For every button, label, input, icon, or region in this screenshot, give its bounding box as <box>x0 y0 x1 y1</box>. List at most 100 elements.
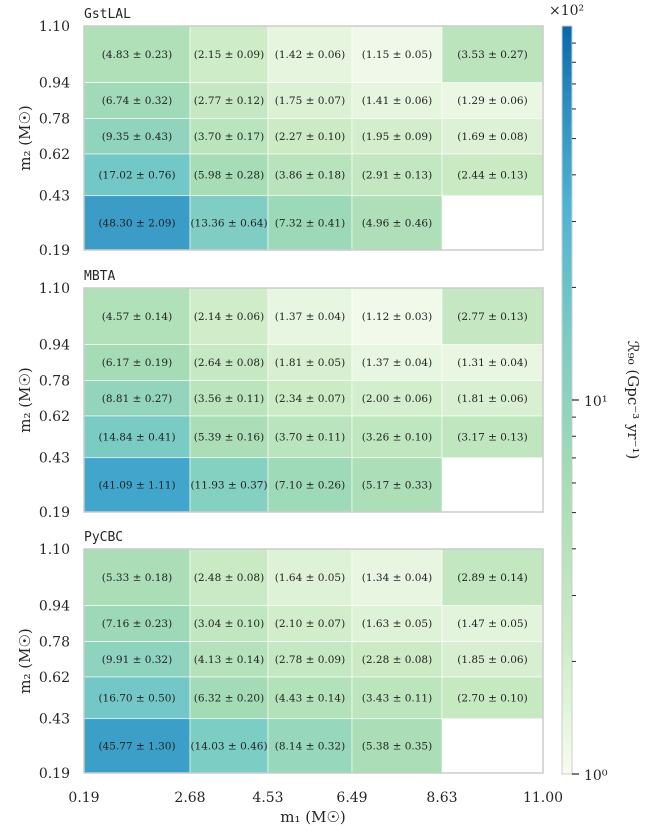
x-tick-label: 2.68 <box>174 790 205 806</box>
heatmap-cell <box>189 118 269 155</box>
y-tick-label: 0.19 <box>39 505 70 521</box>
heatmap-cell <box>351 641 443 678</box>
cell-label: (5.98 ± 0.28) <box>194 169 264 181</box>
cell-label: (7.32 ± 0.41) <box>275 217 345 229</box>
heatmap-cell <box>441 676 544 720</box>
cell-label: (7.10 ± 0.26) <box>275 479 345 491</box>
heatmap-cell <box>189 605 269 642</box>
cell-label: (9.35 ± 0.43) <box>102 131 172 143</box>
cell-label: (3.17 ± 0.13) <box>457 431 527 443</box>
cell-label: (1.12 ± 0.03) <box>362 311 432 323</box>
heatmap-cell <box>189 344 269 381</box>
y-tick-label: 0.62 <box>39 409 70 425</box>
heatmap-cell <box>351 380 443 417</box>
heatmap-cell <box>267 641 353 678</box>
panel-title: MBTA <box>84 269 115 284</box>
y-tick-label: 0.19 <box>39 243 70 259</box>
cell-label: (41.09 ± 1.11) <box>98 479 175 491</box>
cell-label: (1.42 ± 0.06) <box>275 49 345 61</box>
heatmap-cell <box>189 287 269 345</box>
cell-label: (2.70 ± 0.10) <box>457 692 527 704</box>
cell-label: (1.29 ± 0.06) <box>457 95 527 107</box>
heatmap-cell <box>441 153 544 197</box>
heatmap-cell <box>351 287 443 345</box>
heatmap-cell <box>351 676 443 720</box>
colorbar: 10¹ 10⁰ ×10² ℛ₉₀ (Gpc⁻³ yr⁻¹) <box>549 3 642 784</box>
cell-label: (14.84 ± 0.41) <box>98 431 175 443</box>
heatmap-cell <box>267 548 353 606</box>
cell-label: (1.63 ± 0.05) <box>362 618 432 630</box>
cell-label: (2.10 ± 0.07) <box>275 618 345 630</box>
heatmap-cell <box>189 415 269 459</box>
x-tick-label: 6.49 <box>336 790 367 806</box>
y-tick-label: 0.78 <box>39 112 70 128</box>
heatmap-cell <box>267 195 353 251</box>
heatmap-cell <box>189 153 269 197</box>
panels-layer: GstLAL (4.83 ± 0.23) (2.15 ± 0.09) (1.42 ± … <box>16 7 563 806</box>
cell-label: (1.31 ± 0.04) <box>457 357 527 369</box>
y-tick-label: 0.94 <box>39 599 70 615</box>
heatmap-cell <box>351 153 443 197</box>
cell-label: (2.64 ± 0.08) <box>194 357 264 369</box>
cell-label: (1.37 ± 0.04) <box>362 357 432 369</box>
heatmap-cell <box>351 605 443 642</box>
cell-label: (8.14 ± 0.32) <box>275 740 345 752</box>
cell-label: (2.28 ± 0.08) <box>362 654 432 666</box>
cell-label: (1.69 ± 0.08) <box>457 131 527 143</box>
cell-label: (3.43 ± 0.11) <box>362 692 432 704</box>
y-tick-label: 0.94 <box>39 76 70 92</box>
y-tick-label: 0.19 <box>39 766 70 782</box>
cell-label: (5.17 ± 0.33) <box>362 479 432 491</box>
heatmap-cell <box>189 457 269 513</box>
cell-label: (48.30 ± 2.09) <box>98 217 175 229</box>
y-axis-label: m₂ (M☉) <box>16 105 34 171</box>
cell-label: (2.77 ± 0.12) <box>194 95 264 107</box>
x-tick-label: 0.19 <box>68 790 99 806</box>
cell-label: (1.41 ± 0.06) <box>362 95 432 107</box>
cell-label: (1.64 ± 0.05) <box>275 572 345 584</box>
y-tick-label: 1.10 <box>39 281 70 297</box>
x-tick-label: 8.63 <box>426 790 457 806</box>
x-tick-label: 4.53 <box>252 790 283 806</box>
cell-label: (2.27 ± 0.10) <box>275 131 345 143</box>
heatmap-cell <box>189 676 269 720</box>
y-tick-label: 1.10 <box>39 19 70 35</box>
y-axis-label: m₂ (M☉) <box>16 367 34 433</box>
cell-label: (2.34 ± 0.07) <box>275 393 345 405</box>
cell-label: (3.26 ± 0.10) <box>362 431 432 443</box>
cell-label: (3.86 ± 0.18) <box>275 169 345 181</box>
cell-label: (3.56 ± 0.11) <box>194 393 264 405</box>
heatmap-cell <box>351 195 443 251</box>
cell-label: (6.17 ± 0.19) <box>102 357 172 369</box>
y-tick-label: 0.62 <box>39 147 70 163</box>
panel-title: PyCBC <box>84 530 123 545</box>
cell-label: (3.70 ± 0.11) <box>275 431 345 443</box>
cell-label: (2.78 ± 0.09) <box>275 654 345 666</box>
panel-pycbc: PyCBC (5.33 ± 0.18) (2.48 ± 0.08) (1.64 ± 0… <box>16 530 544 782</box>
y-tick-label: 0.62 <box>39 670 70 686</box>
cell-label: (4.83 ± 0.23) <box>102 49 172 61</box>
heatmap-cell <box>83 415 191 459</box>
heatmap-cell <box>83 605 191 642</box>
heatmap-cell <box>441 82 544 119</box>
heatmap-cell <box>267 118 353 155</box>
heatmap-cell <box>351 118 443 155</box>
x-axis-label: m₁ (M☉) <box>280 808 346 826</box>
heatmap-cell <box>351 718 443 774</box>
heatmap-cell <box>267 415 353 459</box>
heatmap-cell <box>441 548 544 606</box>
heatmap-cell <box>189 548 269 606</box>
cell-label: (8.81 ± 0.27) <box>102 393 172 405</box>
cell-label: (1.47 ± 0.05) <box>457 618 527 630</box>
heatmap-cell <box>441 25 544 83</box>
cell-label: (5.33 ± 0.18) <box>102 572 172 584</box>
cell-label: (2.44 ± 0.13) <box>457 169 527 181</box>
cell-label: (6.32 ± 0.20) <box>194 692 264 704</box>
cell-label: (9.91 ± 0.32) <box>102 654 172 666</box>
y-tick-label: 0.94 <box>39 338 70 354</box>
heatmap-cell <box>441 641 544 678</box>
x-axis-ticks: 0.19 2.68 4.53 6.49 8.63 11.00 <box>68 790 563 806</box>
cell-label: (4.43 ± 0.14) <box>275 692 345 704</box>
panel-mbta: MBTA (4.57 ± 0.14) (2.14 ± 0.06) (1.37 ± 0.… <box>16 269 544 521</box>
heatmap-cell <box>189 718 269 774</box>
